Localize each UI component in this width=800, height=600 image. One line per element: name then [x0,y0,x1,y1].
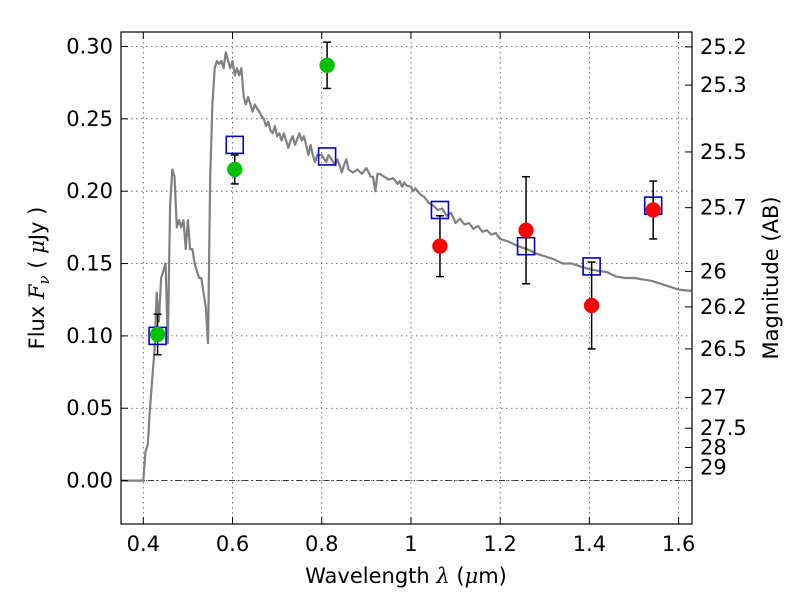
y-tick-label: 0.15 [66,252,113,276]
x-tick-label: 1.6 [662,532,695,556]
y-axis-label-unit-close: Jy ) [25,207,49,243]
x-tick-label: 1 [404,532,417,556]
y-tick-label: 0.00 [66,469,113,493]
y-axis-label-F: F [25,283,49,300]
right-axis-label: Magnitude (AB) [759,196,783,359]
right-tick-label: 26.2 [700,295,747,319]
y-axis-label-nu: ν [35,275,53,284]
plot-frame [120,31,693,525]
y-tick-label: 0.25 [66,107,113,131]
right-tick-label: 28 [700,435,727,459]
observed-flux-point [432,238,448,254]
right-tick-label: 25.7 [700,196,747,220]
observed-flux-point [645,202,661,218]
right-tick-label: 26 [700,259,727,283]
y-tick-label: 0.30 [66,34,113,58]
observed-flux-point [149,326,166,343]
observed-flux-point [319,57,335,74]
right-tick-label: 27.5 [700,416,747,440]
plot-area [121,41,692,482]
x-axis-label: Wavelength λ (μm) [305,564,507,588]
right-tick-label: 25.2 [700,35,747,59]
y-axis-label-unit-open: ( [25,254,49,276]
grid [121,32,692,524]
right-tick-label: 25.5 [700,140,747,164]
x-axis-label-mu: μ [465,564,479,588]
right-tick-label: 29 [700,455,727,479]
observed-flux-point [518,222,534,238]
right-tick-label: 25.3 [700,73,747,97]
y-tick-label: 0.10 [66,324,113,348]
y-axis-label-mu: μ [25,240,49,254]
x-axis-label-unit: ( [450,564,465,588]
x-axis-label-lambda: λ [435,564,449,588]
x-tick-label: 1.2 [483,532,516,556]
y-axis-label-text: Flux [25,299,49,349]
right-tick-label: 26.5 [700,337,747,361]
model-photometry-square [225,135,245,155]
model-photometry-square [317,147,337,166]
x-tick-label: 0.4 [127,532,160,556]
x-tick-label: 1.4 [573,532,606,556]
x-tick-label: 0.6 [216,532,249,556]
model-spectrum-line [121,51,692,482]
y-axis-label: Flux Fν ( μJy ) [25,207,53,350]
x-axis-label-unit-end: m) [478,564,507,588]
x-axis-label-text: Wavelength [305,564,436,588]
x-tick-label: 0.8 [305,532,338,556]
ticks: 0.4 0.6 0.8 1 1.2 1.4 1.6 0.00 0.05 0.10 0.15 0.20 0… [66,32,747,556]
y-tick-label: 0.20 [66,179,113,203]
observed-flux-point [583,297,600,314]
right-tick-label: 27 [700,386,727,410]
observed-flux-point [227,161,243,178]
y-tick-label: 0.05 [66,396,113,420]
